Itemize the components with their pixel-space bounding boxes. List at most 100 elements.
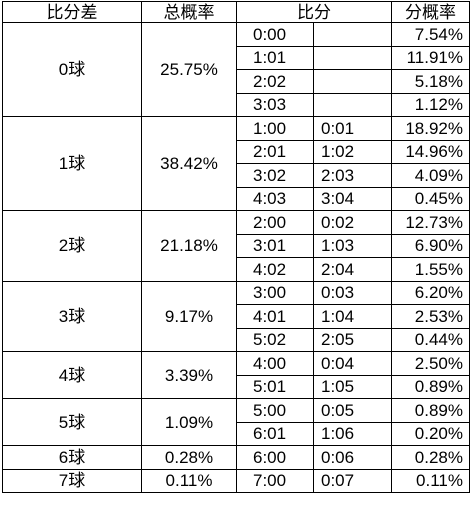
table-row: 2:02 5.18% [3,69,470,94]
score-home-win-cell: 2:00 [236,210,314,235]
table-row: 3球 9.17% 3:00 0:03 6.20% [2,280,470,352]
goal-diff-cell: 3球 [2,280,142,352]
table-row: 4球 3.39% 4:00 0:04 2.50% [2,351,470,399]
goal-diff-cell: 4球 [2,351,142,399]
score-away-win-cell [313,92,392,117]
score-prob-cell: 0.45% [391,186,470,211]
table-row: 4:02 2:04 1.55% [3,257,470,282]
score-prob-cell: 0.11% [391,468,470,493]
total-prob-cell: 3.39% [141,351,237,399]
score-prob-cell: 6.20% [391,280,470,305]
score-away-win-cell: 0:02 [313,210,392,235]
score-away-win-cell [313,45,392,70]
score-away-win-cell: 1:02 [313,139,392,164]
table-row: 1球 38.42% 1:00 0:01 18.92% [2,116,470,211]
goal-diff-cell: 7球 [2,468,142,493]
table-row: 3:02 2:03 4.09% [3,163,470,188]
score-away-win-cell: 0:05 [313,398,392,423]
score-away-win-cell: 1:05 [313,374,392,399]
table-row: 7球 0.11% 7:00 0:07 0.11% [2,468,470,493]
header-row: 比分差 总概率 比分 分概率 [2,1,470,23]
goal-diff-cell: 5球 [2,398,142,446]
score-away-win-cell: 0:04 [313,351,392,376]
table-row: 5:01 1:05 0.89% [3,374,470,399]
score-prob-cell: 0.89% [391,374,470,399]
score-away-win-cell: 0:07 [313,468,392,493]
score-home-win-cell: 7:00 [236,468,314,493]
total-prob-cell: 0.28% [141,445,237,470]
header-score-prob: 分概率 [391,1,470,23]
goal-diff-cell: 6球 [2,445,142,470]
score-home-win-cell: 5:02 [236,327,314,352]
total-prob-cell: 21.18% [141,210,237,282]
goal-diff-cell: 1球 [2,116,142,211]
score-away-win-cell: 1:03 [313,233,392,258]
score-away-win-cell: 0:06 [313,445,392,470]
score-prob-cell: 5.18% [391,69,470,94]
score-prob-cell: 2.53% [391,304,470,329]
table-row: 3:01 1:03 6.90% [3,233,470,258]
score-probability-table: 比分差 总概率 比分 分概率 0球 25.75% 0:00 7.54% 1:01 11.9… [2,1,470,493]
score-home-win-cell: 3:00 [236,280,314,305]
table-row: 5球 1.09% 5:00 0:05 0.89% [2,398,470,446]
total-prob-cell: 1.09% [141,398,237,446]
score-prob-cell: 14.96% [391,139,470,164]
score-away-win-cell: 2:05 [313,327,392,352]
score-prob-cell: 2.50% [391,351,470,376]
score-home-win-cell: 4:01 [236,304,314,329]
score-prob-cell: 18.92% [391,116,470,141]
score-prob-cell: 0.20% [391,421,470,446]
score-prob-cell: 0.44% [391,327,470,352]
score-home-win-cell: 4:03 [236,186,314,211]
score-away-win-cell: 2:03 [313,163,392,188]
score-home-win-cell: 0:00 [236,22,314,47]
score-away-win-cell: 1:06 [313,421,392,446]
total-prob-cell: 25.75% [141,22,237,117]
total-prob-cell: 9.17% [141,280,237,352]
table-row: 0球 25.75% 0:00 7.54% [2,22,470,117]
score-home-win-cell: 1:00 [236,116,314,141]
score-prob-cell: 12.73% [391,210,470,235]
score-home-win-cell: 6:01 [236,421,314,446]
total-prob-cell: 0.11% [141,468,237,493]
score-home-win-cell: 6:00 [236,445,314,470]
score-away-win-cell: 0:01 [313,116,392,141]
table-row: 6球 0.28% 6:00 0:06 0.28% [2,445,470,470]
total-prob-cell: 38.42% [141,116,237,211]
score-home-win-cell: 2:02 [236,69,314,94]
score-prob-cell: 4.09% [391,163,470,188]
score-home-win-cell: 2:01 [236,139,314,164]
score-home-win-cell: 5:00 [236,398,314,423]
table-row: 2:01 1:02 14.96% [3,139,470,164]
score-prob-cell: 11.91% [391,45,470,70]
table-row: 4:01 1:04 2.53% [3,304,470,329]
table-row: 2球 21.18% 2:00 0:02 12.73% [2,210,470,282]
score-away-win-cell: 2:04 [313,257,392,282]
score-home-win-cell: 1:01 [236,45,314,70]
score-home-win-cell: 5:01 [236,374,314,399]
goal-diff-cell: 2球 [2,210,142,282]
score-prob-cell: 0.89% [391,398,470,423]
score-home-win-cell: 3:02 [236,163,314,188]
score-prob-cell: 6.90% [391,233,470,258]
table-body: 0球 25.75% 0:00 7.54% 1:01 11.91% 2:02 5.18% 3:03… [2,22,470,493]
score-away-win-cell [313,22,392,47]
score-away-win-cell [313,69,392,94]
header-diff: 比分差 [2,1,142,23]
table-row: 3:03 1.12% [3,92,470,117]
table-row: 5:02 2:05 0.44% [3,327,470,352]
score-home-win-cell: 4:02 [236,257,314,282]
header-score: 比分 [236,1,392,23]
score-home-win-cell: 4:00 [236,351,314,376]
score-home-win-cell: 3:03 [236,92,314,117]
score-prob-cell: 1.12% [391,92,470,117]
header-total-prob: 总概率 [141,1,237,23]
goal-diff-cell: 0球 [2,22,142,117]
score-prob-cell: 7.54% [391,22,470,47]
score-away-win-cell: 1:04 [313,304,392,329]
score-away-win-cell: 0:03 [313,280,392,305]
score-home-win-cell: 3:01 [236,233,314,258]
score-away-win-cell: 3:04 [313,186,392,211]
score-prob-cell: 0.28% [391,445,470,470]
